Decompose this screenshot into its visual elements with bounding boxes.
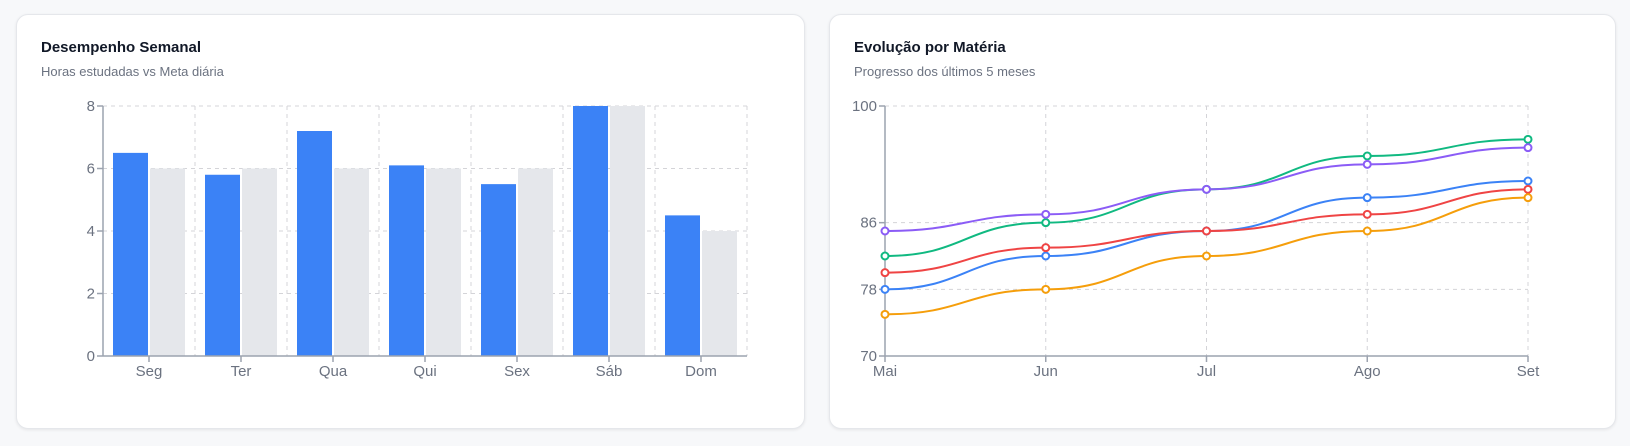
- x-tick-label: Seg: [136, 363, 163, 380]
- bar-goal: [426, 168, 461, 356]
- y-tick-label: 2: [87, 286, 95, 303]
- weekly-performance-card: Desempenho Semanal Horas estudadas vs Me…: [16, 14, 805, 429]
- subject-line-chart: 70 78 86 100 Mai Jun Jul Ago Set: [852, 98, 1540, 380]
- card-title: Evolução por Matéria: [854, 39, 1006, 56]
- bar-goal: [518, 168, 553, 356]
- bar-goal: [242, 168, 277, 356]
- series-point: [1523, 176, 1533, 186]
- weekly-bar-chart: 0 2 4 6 8 Seg Ter Qua Qui Sex Sáb Dom: [87, 98, 748, 380]
- y-tick-label: 70: [860, 348, 877, 365]
- bar-goal: [150, 168, 185, 356]
- series-point: [1202, 184, 1211, 194]
- x-tick-label: Qua: [319, 363, 348, 380]
- bar-hours: [113, 152, 148, 356]
- series-point: [1362, 151, 1372, 161]
- series-point: [880, 251, 890, 261]
- bar-hours: [205, 174, 240, 356]
- x-tick-label: Qui: [413, 363, 436, 380]
- x-tick-label: Jun: [1034, 363, 1058, 380]
- x-tick-label: Mai: [873, 363, 897, 380]
- x-tick-label: Dom: [685, 363, 717, 380]
- series-point: [1523, 184, 1533, 194]
- card-title: Desempenho Semanal: [41, 39, 202, 56]
- bar-hours: [297, 131, 332, 356]
- series-point: [1202, 251, 1211, 261]
- y-tick-label: 6: [87, 161, 95, 178]
- series-point: [1041, 284, 1051, 294]
- x-tick-label: Sex: [504, 363, 530, 380]
- series-point: [1523, 143, 1533, 153]
- series-point: [1362, 226, 1372, 236]
- x-tick-label: Ago: [1354, 363, 1381, 380]
- bar-goal: [334, 168, 369, 356]
- series-point: [1041, 218, 1051, 228]
- series-point: [1041, 243, 1051, 253]
- bar-goal: [702, 231, 737, 356]
- card-subtitle: Horas estudadas vs Meta diária: [41, 64, 224, 79]
- series-point: [880, 309, 890, 319]
- series-point: [880, 284, 890, 294]
- series-point: [1362, 159, 1372, 169]
- x-tick-label: Sáb: [596, 363, 623, 380]
- bar-goal: [610, 106, 645, 356]
- series-point: [1202, 226, 1211, 236]
- series-point: [1523, 134, 1533, 144]
- y-tick-label: 86: [860, 215, 877, 232]
- x-tick-label: Ter: [231, 363, 252, 380]
- y-tick-label: 100: [852, 98, 877, 115]
- y-tick-label: 4: [87, 223, 95, 240]
- series-point: [880, 268, 890, 278]
- bar-hours: [665, 215, 700, 356]
- card-subtitle: Progresso dos últimos 5 meses: [854, 64, 1036, 79]
- series-point: [1523, 193, 1533, 203]
- bar-hours: [573, 106, 608, 356]
- y-tick-label: 0: [87, 348, 95, 365]
- subject-evolution-card: Evolução por Matéria Progresso dos últim…: [829, 14, 1616, 429]
- y-tick-label: 8: [87, 98, 95, 115]
- x-tick-label: Set: [1517, 363, 1540, 380]
- x-tick-label: Jul: [1197, 363, 1216, 380]
- series-point: [1362, 193, 1372, 203]
- bar-hours: [389, 165, 424, 356]
- series-point: [1041, 209, 1051, 219]
- y-tick-label: 78: [860, 281, 877, 298]
- bar-hours: [481, 184, 516, 356]
- series-point: [1362, 209, 1372, 219]
- series-point: [1041, 251, 1051, 261]
- series-point: [880, 226, 890, 236]
